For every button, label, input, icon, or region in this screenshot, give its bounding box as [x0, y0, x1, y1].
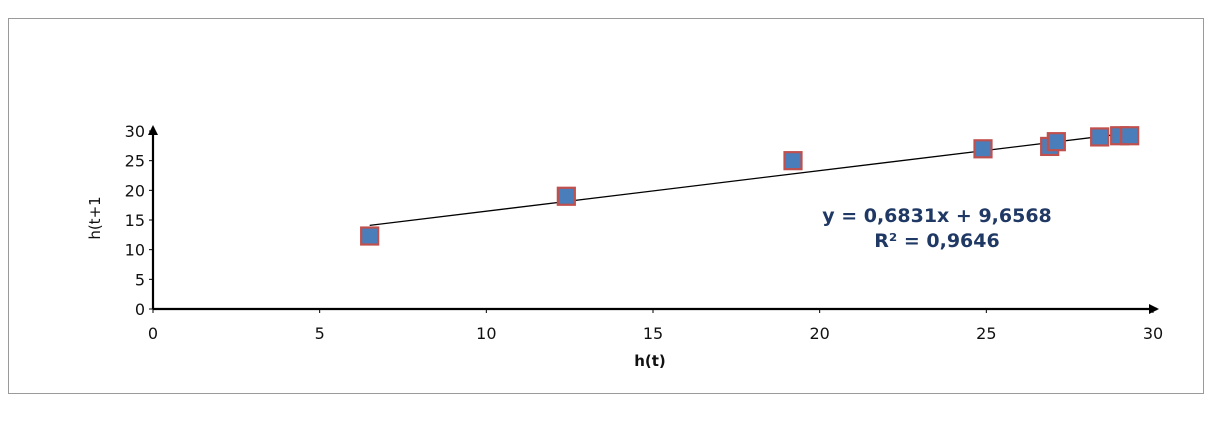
- x-tick-label: 25: [976, 324, 996, 343]
- x-tick-label: 20: [809, 324, 829, 343]
- data-point: [973, 139, 993, 159]
- trendline-equation: y = 0,6831x + 9,6568: [822, 205, 1052, 227]
- data-points: [360, 126, 1140, 246]
- chart-frame: [8, 18, 1204, 394]
- data-point: [783, 151, 803, 171]
- data-point: [360, 226, 380, 246]
- x-tick-label: 10: [476, 324, 496, 343]
- y-tick-label: 30: [125, 122, 145, 141]
- y-tick-label: 20: [125, 181, 145, 200]
- y-tick-labels: 0 5 10 15 20 25 30: [125, 122, 153, 319]
- data-point: [556, 186, 576, 206]
- r-squared-label: R² = 0,9646: [874, 230, 999, 252]
- x-tick-label: 15: [643, 324, 663, 343]
- axes: [148, 125, 1159, 314]
- x-tick-labels: 0 5 10 15 20 25 30: [148, 309, 1163, 343]
- x-axis-title: h(t): [634, 352, 666, 370]
- trendline-layer: [369, 132, 1130, 227]
- y-tick-label: 5: [135, 270, 145, 289]
- data-point: [1046, 132, 1066, 152]
- x-tick-label: 0: [148, 324, 158, 343]
- data-point: [1090, 127, 1110, 147]
- y-tick-label: 25: [125, 152, 145, 171]
- y-tick-label: 0: [135, 300, 145, 319]
- y-tick-label: 10: [125, 241, 145, 260]
- x-tick-label: 5: [315, 324, 325, 343]
- y-axis-title: h(t+1: [86, 196, 104, 239]
- y-tick-label: 15: [125, 211, 145, 230]
- x-tick-label: 30: [1143, 324, 1163, 343]
- data-point: [1120, 126, 1140, 146]
- trendline: [369, 132, 1130, 227]
